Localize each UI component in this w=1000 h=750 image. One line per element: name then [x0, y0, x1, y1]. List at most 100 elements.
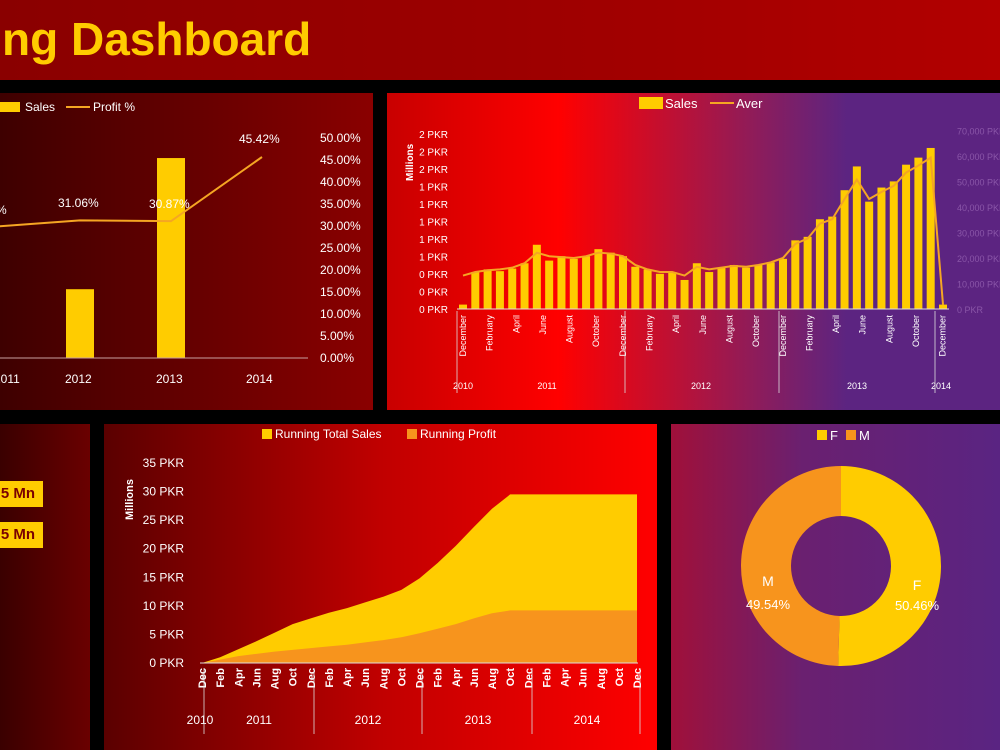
- slice-name-m: M: [762, 573, 774, 589]
- y-axis-label: Millions: [405, 143, 416, 181]
- bar-sales: [692, 263, 701, 309]
- legend-label-running-profit: Running Profit: [420, 427, 497, 441]
- month-tick-label: Apr: [451, 667, 463, 687]
- kpi-sales: 5 Mn: [0, 481, 43, 507]
- legend-label-f: F: [830, 428, 838, 443]
- year-tick-label: 2010: [187, 713, 214, 727]
- slice-label-f: 50.46%: [895, 598, 940, 613]
- bar-sales: [569, 258, 578, 309]
- month-tick-label: December: [618, 315, 628, 357]
- month-tick-label: Apr: [233, 667, 245, 687]
- month-tick-label: Feb: [215, 668, 227, 688]
- bar-sales: [545, 260, 554, 309]
- y-tick-label: 0 PKR: [419, 288, 448, 299]
- month-tick-label: Aug: [596, 668, 608, 689]
- y-tick-label: 20 PKR: [143, 542, 185, 556]
- legend-label-m: M: [859, 428, 870, 443]
- month-tick-label: Jun: [578, 668, 590, 688]
- month-tick-label: April: [511, 315, 521, 333]
- month-tick-label: Oct: [396, 668, 408, 687]
- month-tick-label: Feb: [324, 668, 336, 688]
- year-tick-label: 2012: [355, 713, 382, 727]
- bar-sales: [157, 158, 185, 358]
- title-bar: rting Dashboard: [0, 0, 1000, 80]
- y2-tick-label: 35.00%: [320, 197, 361, 211]
- month-tick-label: Dec: [306, 668, 318, 688]
- legend-label-sales: Sales: [25, 100, 55, 114]
- year-tick-label: 2012: [691, 381, 711, 391]
- y2-tick-label: 0.00%: [320, 351, 354, 365]
- month-tick-label: April: [671, 315, 681, 333]
- month-tick-label: Feb: [433, 668, 445, 688]
- month-tick-label: February: [485, 315, 495, 352]
- bar-sales: [606, 252, 615, 309]
- month-tick-label: Jun: [469, 668, 481, 688]
- y-tick-label: 10 PKR: [143, 599, 185, 613]
- bar-sales: [815, 219, 824, 309]
- month-tick-label: August: [884, 315, 894, 344]
- month-tick-label: Dec: [632, 668, 644, 688]
- y-tick-label: 2 PKR: [419, 130, 448, 141]
- bar-sales: [582, 256, 591, 309]
- legend-swatch-running-profit: [407, 429, 417, 439]
- slice-name-f: F: [913, 577, 922, 593]
- month-tick-label: Apr: [560, 667, 572, 687]
- legend-swatch-m: [846, 430, 856, 440]
- y-axis-label: Millions: [124, 479, 136, 520]
- legend-swatch-running-sales: [262, 429, 272, 439]
- bar-sales: [877, 187, 886, 309]
- data-label: 45.42%: [239, 132, 280, 146]
- bar-sales: [791, 240, 800, 309]
- bar-sales: [495, 271, 504, 309]
- bar-sales: [619, 256, 627, 309]
- y-tick-label: 35 PKR: [143, 456, 185, 470]
- month-tick-label: August: [724, 315, 734, 344]
- x-tick-label: 2014: [246, 372, 273, 386]
- month-tick-label: October: [911, 315, 921, 347]
- bar-sales: [680, 279, 689, 309]
- y-tick-label: 25 PKR: [143, 513, 185, 527]
- y-tick-label: 2 PKR: [419, 165, 448, 176]
- running-profit-area: [202, 610, 637, 663]
- month-tick-label: Jun: [251, 668, 263, 688]
- year-tick-label: 2011: [246, 713, 272, 727]
- bar-sales: [803, 236, 812, 309]
- month-tick-label: Dec: [523, 668, 535, 688]
- year-tick-label: 2013: [465, 713, 492, 727]
- month-tick-label: December: [458, 315, 468, 357]
- bar-sales: [483, 269, 492, 309]
- y-tick-label: 0 PKR: [419, 305, 448, 316]
- bar-sales: [889, 181, 898, 309]
- y-tick-label: 15 PKR: [143, 570, 185, 584]
- y2-tick-label: 10,000 PKR: [957, 280, 1000, 290]
- bar-sales: [655, 273, 664, 309]
- month-tick-label: Oct: [505, 668, 517, 687]
- month-tick-label: February: [645, 315, 655, 352]
- month-tick-label: Dec: [415, 668, 427, 688]
- month-tick-label: October: [591, 315, 601, 347]
- legend-label-running-sales: Running Total Sales: [275, 427, 382, 441]
- kpi-panel: 5 Mn 5 Mn: [0, 424, 90, 750]
- gender-donut-chart: F M F 50.46% M 49.54%: [740, 428, 941, 666]
- month-tick-label: December: [778, 315, 788, 357]
- data-label: 31.06%: [58, 196, 99, 210]
- month-tick-label: Dec: [197, 668, 209, 688]
- y-tick-label: 2 PKR: [419, 148, 448, 159]
- year-tick-label: 2014: [574, 713, 601, 727]
- bar-sales: [852, 166, 861, 309]
- y-tick-label: 1 PKR: [419, 183, 448, 194]
- x-tick-label: 2011: [0, 372, 20, 386]
- month-tick-label: June: [858, 315, 868, 335]
- month-tick-label: Oct: [288, 668, 300, 687]
- month-tick-label: Aug: [270, 668, 282, 689]
- month-tick-label: October: [751, 315, 761, 347]
- year-tick-label: 2010: [453, 381, 473, 391]
- gender-donut-panel: F M F 50.46% M 49.54%: [671, 424, 1000, 750]
- bar-sales: [508, 268, 517, 309]
- bar-sales: [902, 164, 911, 309]
- bar-sales: [939, 304, 947, 309]
- dashboard-title: rting Dashboard: [0, 13, 312, 65]
- x-tick-label: 2012: [65, 372, 92, 386]
- y-tick-label: 1 PKR: [419, 253, 448, 264]
- bar-sales: [840, 190, 849, 309]
